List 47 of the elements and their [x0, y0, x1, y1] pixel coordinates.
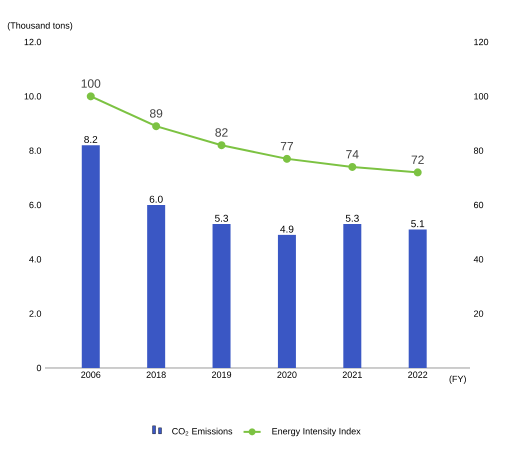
y-tick-label: 12.0: [24, 38, 42, 46]
y-tick-label: 0: [36, 364, 42, 372]
y-tick-label: 6.0: [29, 202, 42, 208]
bar: [408, 229, 427, 368]
data-label: 4.9: [280, 226, 294, 233]
point: [414, 168, 422, 176]
y-tick-label: 2.0: [29, 310, 42, 317]
x-tick-label: 2018: [146, 372, 166, 378]
point: [282, 154, 291, 163]
bar: [82, 145, 100, 368]
x-tick-label: 2020: [277, 372, 297, 378]
x-tick-label: 2019: [212, 372, 232, 378]
data-label: 6.0: [150, 196, 163, 203]
data-label: 89: [150, 109, 162, 118]
bar: [212, 224, 231, 368]
x-axis-title: (FY): [450, 376, 466, 384]
point: [348, 162, 356, 171]
y-tick-label: 4.0: [29, 256, 42, 263]
bar: [343, 224, 362, 368]
y2-tick-label: 80: [474, 147, 484, 154]
point: [218, 141, 226, 150]
y-tick-label: 8.0: [29, 147, 42, 154]
data-label: 82: [215, 128, 228, 137]
data-label: 77: [280, 142, 293, 150]
y2-tick-label: 60: [474, 202, 484, 208]
legend-label: CO$_{2}$ Emissions: [172, 428, 232, 436]
bar: [278, 234, 296, 368]
legend-label: Energy Intensity Index: [272, 428, 361, 436]
data-label: 100: [82, 79, 100, 88]
point: [152, 122, 160, 130]
data-label: 5.1: [411, 220, 424, 228]
y-tick-label: 10.0: [24, 93, 42, 100]
data-label: 72: [412, 155, 424, 164]
data-label: 5.3: [346, 214, 359, 222]
y-axis-title: (Thousand tons): [8, 22, 72, 30]
point: [86, 92, 95, 100]
x-tick-label: 2022: [408, 372, 428, 378]
y2-tick-label: 120: [474, 38, 488, 46]
data-label: 8.2: [84, 136, 98, 144]
x-tick-label: 2006: [81, 372, 100, 378]
bar: [147, 205, 166, 368]
data-label: 5.3: [214, 214, 228, 222]
y2-tick-label: 40: [474, 256, 484, 263]
x-tick-label: 2021: [342, 372, 362, 378]
y2-tick-label: 20: [474, 310, 484, 317]
data-label: 74: [346, 150, 359, 158]
y2-tick-label: 100: [474, 93, 488, 100]
